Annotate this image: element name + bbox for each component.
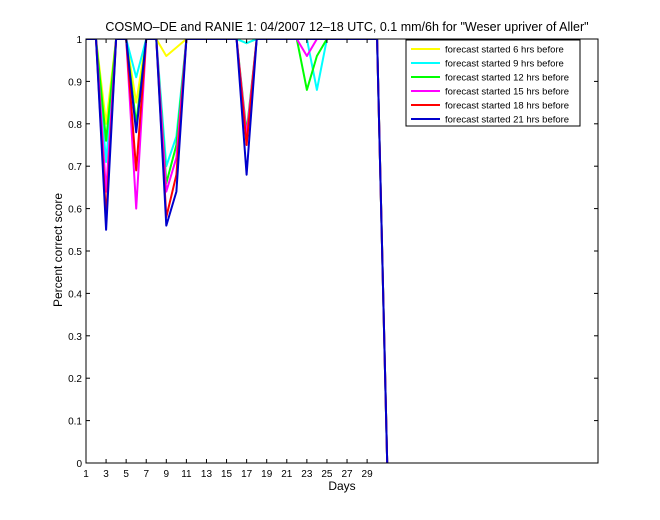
legend-label-6: forecast started 21 hrs before <box>445 115 569 126</box>
x-tick-label: 21 <box>281 469 293 480</box>
x-tick-label: 17 <box>241 469 253 480</box>
x-tick-label: 7 <box>143 469 149 480</box>
legend-label-2: forecast started 9 hrs before <box>445 59 564 70</box>
x-axis-label: Days <box>328 479 355 493</box>
series-line-2 <box>86 39 389 463</box>
legend-box <box>405 39 581 127</box>
x-tick-label: 11 <box>181 469 192 480</box>
y-tick-label: 0.1 <box>68 417 82 428</box>
series-line-4 <box>86 39 389 463</box>
series-line-1 <box>86 39 389 463</box>
y-tick-label: 0.9 <box>68 77 82 88</box>
x-tick-label: 27 <box>341 469 353 480</box>
x-tick-label: 19 <box>261 469 273 480</box>
y-tick-label: 0.6 <box>68 205 82 216</box>
x-tick-label: 23 <box>301 469 313 480</box>
x-tick-label: 1 <box>83 469 89 480</box>
legend-label-5: forecast started 18 hrs before <box>445 101 569 112</box>
chart-title: COSMO–DE and RANIE 1: 04/2007 12–18 UTC,… <box>105 20 588 34</box>
legend-label-3: forecast started 12 hrs before <box>445 73 569 84</box>
y-tick-label: 0.8 <box>68 120 82 131</box>
x-tick-label: 29 <box>362 469 374 480</box>
x-tick-label: 3 <box>103 469 109 480</box>
y-tick-label: 0.5 <box>68 247 82 258</box>
y-tick-label: 1 <box>76 35 82 46</box>
x-tick-label: 15 <box>221 469 233 480</box>
series-layer <box>86 39 389 463</box>
x-tick-label: 5 <box>123 469 129 480</box>
x-tick-label: 13 <box>201 469 213 480</box>
series-line-6 <box>86 39 389 463</box>
y-axis-label: Percent correct score <box>51 193 65 307</box>
legend-label-1: forecast started 6 hrs before <box>445 45 564 56</box>
y-axis-ticks: 0 0.1 0.2 0.3 0.4 0.5 0.6 0.7 0.8 0.9 1 <box>68 35 598 470</box>
legend: forecast started 6 hrs before forecast st… <box>405 39 581 127</box>
y-tick-label: 0.4 <box>68 289 82 300</box>
x-tick-label: 25 <box>321 469 333 480</box>
x-tick-label: 9 <box>164 469 170 480</box>
legend-label-4: forecast started 15 hrs before <box>445 87 569 98</box>
y-tick-label: 0.3 <box>68 332 82 343</box>
y-tick-label: 0 <box>76 459 82 470</box>
y-tick-label: 0.7 <box>68 162 82 173</box>
x-axis-ticks: 1 3 5 7 9 11 13 15 17 19 21 23 25 27 29 <box>83 39 373 480</box>
series-line-5 <box>86 39 389 463</box>
y-tick-label: 0.2 <box>68 374 82 385</box>
